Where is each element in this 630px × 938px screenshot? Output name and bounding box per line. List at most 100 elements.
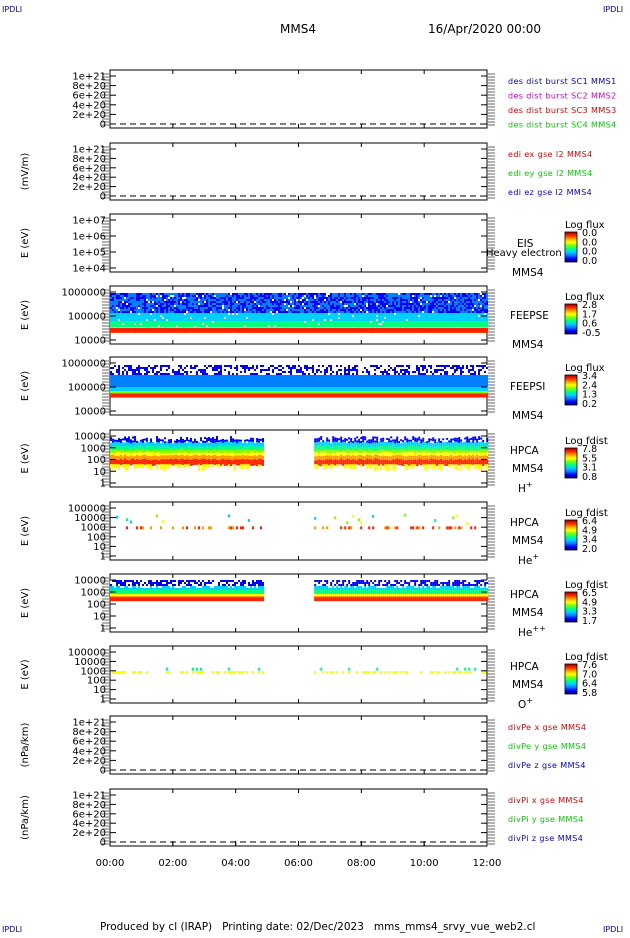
heatmap-cell (120, 328, 122, 333)
heatmap-cell (324, 299, 326, 301)
heatmap-cell (470, 313, 472, 315)
heatmap-cell (196, 293, 198, 295)
heatmap-cell (166, 369, 168, 371)
heatmap-cell (202, 315, 204, 317)
heatmap-cell (354, 317, 356, 319)
heatmap-cell (148, 309, 150, 311)
heatmap-cell (234, 321, 236, 323)
heatmap-cell (204, 319, 206, 321)
heatmap-cell (142, 383, 144, 385)
heatmap-cell (140, 369, 142, 371)
heatmap-cell (138, 303, 140, 305)
heatmap-cell (156, 313, 158, 315)
heatmap-cell (460, 319, 462, 321)
heatmap-cell (406, 303, 408, 305)
heatmap-cell (224, 293, 226, 295)
heatmap-cell (294, 295, 296, 297)
heatmap-cell (376, 319, 378, 321)
heatmap-cell (358, 303, 360, 305)
heatmap-cell (256, 315, 258, 317)
heatmap-cell (352, 303, 354, 305)
heatmap-cell (336, 303, 338, 305)
heatmap-cell (172, 311, 174, 313)
heatmap-cell (422, 321, 424, 323)
heatmap-cell (380, 307, 382, 309)
heatmap-cell (182, 301, 184, 303)
heatmap-cell (120, 383, 122, 385)
heatmap-cell (228, 303, 230, 305)
heatmap-cell (276, 325, 278, 327)
heatmap-cell (150, 313, 152, 315)
legend-entry: des dist burst SC3 MMS3 (508, 106, 617, 115)
heatmap-cell (136, 309, 138, 311)
heatmap-cell (240, 301, 242, 303)
heatmap-cell (460, 317, 462, 319)
heatmap-cell (278, 301, 280, 303)
heatmap-cell (232, 295, 234, 297)
heatmap-cell (332, 295, 334, 297)
heatmap-cell (148, 387, 150, 389)
heatmap-cell (184, 383, 186, 385)
legend-entry: edi ez gse l2 MMS4 (508, 188, 592, 197)
heatmap-cell (150, 379, 152, 381)
heatmap-cell (380, 315, 382, 317)
heatmap-cell (178, 311, 180, 313)
heatmap-cell (398, 299, 400, 301)
heatmap-cell (452, 323, 454, 325)
heatmap-cell (152, 319, 154, 321)
heatmap-cell (122, 387, 124, 389)
heatmap-cell (458, 317, 460, 319)
heatmap-cell (294, 323, 296, 325)
heatmap-cell (156, 383, 158, 385)
heatmap-cell (236, 301, 238, 303)
heatmap-cell (158, 315, 160, 317)
heatmap-cell (416, 323, 418, 325)
heatmap-cell (364, 305, 366, 307)
heatmap-cell (156, 295, 158, 297)
heatmap-cell (446, 319, 448, 321)
heatmap-cell (124, 387, 126, 389)
heatmap-cell (222, 317, 224, 319)
heatmap-cell (432, 325, 434, 327)
heatmap-cell (392, 323, 394, 325)
heatmap-cell (160, 381, 162, 383)
heatmap-cell (316, 319, 318, 321)
heatmap-cell (342, 317, 344, 319)
heatmap-cell (330, 317, 332, 319)
heatmap-cell (190, 303, 192, 305)
heatmap-cell (344, 323, 346, 325)
heatmap-cell (260, 317, 262, 319)
heatmap-cell (242, 315, 244, 317)
heatmap-cell (212, 293, 214, 295)
heatmap-cell (396, 307, 398, 309)
heatmap-cell (310, 303, 312, 305)
heatmap-cell (326, 319, 328, 321)
heatmap-cell (152, 295, 154, 297)
heatmap-cell (266, 317, 268, 319)
heatmap-cell (126, 323, 128, 325)
heatmap-cell (160, 385, 162, 387)
heatmap-cell (154, 389, 156, 391)
heatmap-cell (174, 381, 176, 383)
heatmap-cell (262, 319, 264, 321)
heatmap-cell (330, 293, 332, 295)
heatmap-cell (264, 313, 266, 315)
heatmap-cell (156, 379, 158, 381)
heatmap-cell (388, 317, 390, 319)
heatmap-cell (270, 293, 272, 295)
heatmap-cell (172, 301, 174, 303)
heatmap-cell (324, 305, 326, 307)
heatmap-cell (390, 313, 392, 315)
heatmap-cell (486, 323, 488, 325)
heatmap-cell (232, 301, 234, 303)
heatmap-cell (146, 377, 148, 379)
heatmap-cell (208, 319, 210, 321)
heatmap-cell (394, 303, 396, 305)
heatmap-cell (194, 381, 196, 383)
heatmap-cell (142, 369, 144, 371)
heatmap-cell (110, 383, 112, 385)
heatmap-cell (416, 328, 418, 333)
heatmap-cell (190, 295, 192, 297)
heatmap-cell (244, 303, 246, 305)
heatmap-cell (342, 303, 344, 305)
